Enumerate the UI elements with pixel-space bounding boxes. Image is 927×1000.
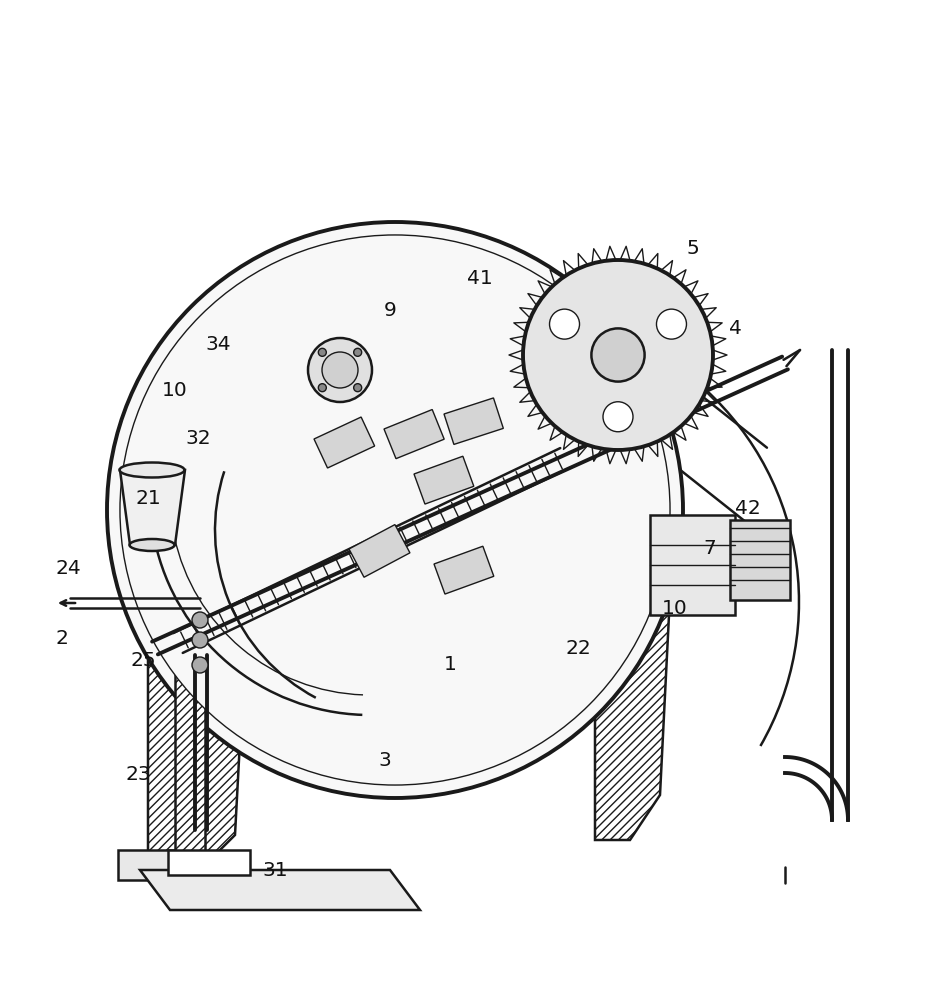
Text: 5: 5 bbox=[686, 238, 699, 257]
Text: 10: 10 bbox=[661, 598, 687, 617]
Text: 22: 22 bbox=[565, 639, 590, 658]
Text: 41: 41 bbox=[466, 268, 492, 288]
Bar bbox=[730, 520, 789, 600]
Text: 7: 7 bbox=[703, 538, 716, 558]
Text: 34: 34 bbox=[205, 336, 231, 355]
Circle shape bbox=[353, 348, 362, 356]
Circle shape bbox=[192, 612, 208, 628]
Bar bbox=[349, 525, 410, 577]
Circle shape bbox=[318, 348, 326, 356]
Bar bbox=[313, 417, 375, 468]
Bar bbox=[434, 546, 493, 594]
Circle shape bbox=[353, 384, 362, 392]
Text: 31: 31 bbox=[262, 860, 287, 880]
Text: 10: 10 bbox=[162, 380, 187, 399]
Text: 25: 25 bbox=[130, 650, 156, 670]
Polygon shape bbox=[140, 870, 420, 910]
Polygon shape bbox=[118, 850, 200, 880]
Circle shape bbox=[655, 309, 686, 339]
Bar bbox=[413, 456, 474, 504]
Text: 2: 2 bbox=[56, 629, 69, 648]
Text: 3: 3 bbox=[378, 750, 391, 770]
Text: 21: 21 bbox=[135, 488, 160, 508]
Circle shape bbox=[318, 384, 326, 392]
Bar bbox=[443, 398, 502, 444]
Text: 24: 24 bbox=[55, 558, 81, 578]
Ellipse shape bbox=[120, 462, 184, 478]
Polygon shape bbox=[120, 470, 184, 545]
Circle shape bbox=[120, 235, 669, 785]
Circle shape bbox=[192, 632, 208, 648]
Text: 1: 1 bbox=[443, 656, 456, 674]
Circle shape bbox=[308, 338, 372, 402]
Circle shape bbox=[322, 352, 358, 388]
Circle shape bbox=[107, 222, 682, 798]
Polygon shape bbox=[147, 545, 248, 870]
Text: 23: 23 bbox=[125, 766, 151, 784]
Ellipse shape bbox=[130, 539, 174, 551]
Bar bbox=[649, 515, 734, 615]
Text: 9: 9 bbox=[383, 300, 396, 320]
Bar bbox=[384, 410, 444, 459]
Text: 42: 42 bbox=[734, 498, 760, 518]
Circle shape bbox=[192, 657, 208, 673]
Polygon shape bbox=[168, 850, 249, 875]
Circle shape bbox=[549, 309, 578, 339]
Polygon shape bbox=[594, 490, 672, 840]
Text: 4: 4 bbox=[728, 318, 741, 338]
Circle shape bbox=[603, 402, 632, 432]
Text: 32: 32 bbox=[185, 428, 210, 448]
Circle shape bbox=[523, 260, 712, 450]
Polygon shape bbox=[175, 620, 205, 855]
Circle shape bbox=[590, 328, 644, 382]
